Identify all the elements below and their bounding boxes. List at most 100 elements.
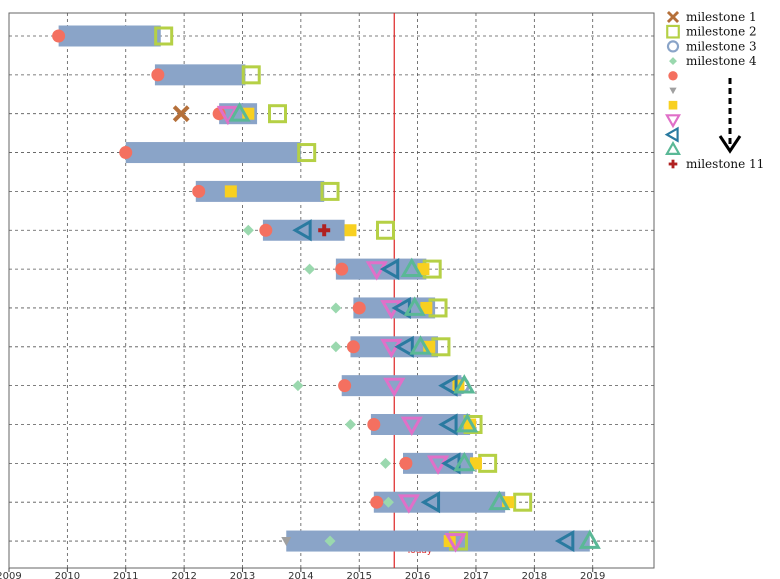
- milestone-marker-m9: [394, 335, 414, 358]
- timeline-bar: [58, 25, 161, 47]
- milestone-marker-m5: [352, 301, 366, 315]
- milestone-marker-m2: [513, 492, 533, 512]
- x-tick-label: 2015: [346, 571, 371, 579]
- milestone-marker-m8: [380, 338, 403, 359]
- legend-label-m11: milestone 11: [686, 157, 764, 171]
- x-tick-label: 2017: [463, 571, 488, 579]
- milestone-marker-m9: [420, 491, 441, 514]
- timeline-bar: [154, 64, 246, 86]
- milestone-marker-m11: [318, 224, 331, 237]
- milestone-marker-m10: [453, 451, 476, 472]
- timeline-bar: [262, 219, 345, 241]
- milestone-marker-m2: [154, 26, 174, 46]
- legend-swatch-m1-stroke: [666, 10, 680, 24]
- milestone-marker-m10: [409, 335, 432, 355]
- milestone-marker-m10: [578, 529, 601, 549]
- milestone-marker-m7: [417, 263, 430, 276]
- milestone-marker-m5: [52, 29, 66, 43]
- milestone-marker-m7: [344, 224, 357, 237]
- legend-swatch-m3: [666, 40, 680, 53]
- milestone-marker-m2: [241, 65, 261, 85]
- timeline-bar: [341, 375, 462, 397]
- milestone-marker-m5: [338, 379, 352, 393]
- legend-label-m2: milestone 2: [686, 25, 757, 39]
- milestone-marker-m9: [554, 529, 575, 553]
- milestone-marker-m10: [228, 102, 251, 122]
- milestone-marker-m4: [324, 535, 336, 547]
- milestone-marker-m4: [344, 419, 356, 430]
- legend-swatch-m6: [669, 87, 677, 95]
- milestone-marker-m10: [400, 257, 423, 277]
- milestone-marker-m8: [426, 455, 450, 475]
- legend-swatch-m8: [665, 114, 681, 129]
- milestone-marker-m8: [397, 494, 420, 514]
- milestone-marker-m8: [216, 105, 239, 126]
- milestone-marker-m10: [403, 296, 426, 316]
- x-tick-label: 2019: [580, 571, 605, 579]
- milestone-marker-m5: [370, 495, 384, 509]
- milestone-marker-m5: [151, 68, 165, 82]
- milestone-marker-m9: [438, 374, 458, 397]
- legend-swatch-m1: [666, 10, 680, 24]
- milestone-marker-m5: [399, 456, 413, 470]
- milestone-marker-m9: [379, 258, 400, 281]
- timeline-bar: [195, 180, 325, 202]
- timeline-bar: [370, 414, 471, 435]
- legend-label-m4: milestone 4: [686, 54, 757, 68]
- milestone-marker-m9: [292, 219, 312, 242]
- milestone-marker-m5: [259, 223, 273, 237]
- milestone-marker-m5: [192, 184, 206, 198]
- x-tick-label: 2018: [522, 571, 547, 579]
- milestone-marker-m10: [488, 490, 511, 511]
- milestone-marker-m2: [268, 104, 288, 124]
- milestone-marker-m4: [242, 224, 254, 236]
- timeline-bar: [125, 142, 301, 164]
- milestone-marker-m4: [330, 341, 342, 353]
- x-tick-label: 2012: [171, 571, 196, 579]
- milestone-marker-m4: [379, 457, 391, 469]
- legend-swatch-m7: [668, 100, 678, 110]
- milestone-marker-m10: [453, 374, 476, 394]
- milestone-marker-m2: [375, 220, 395, 240]
- milestone-marker-m9: [438, 413, 458, 436]
- milestone-marker-m5: [346, 340, 360, 354]
- milestone-marker-m4: [330, 302, 342, 314]
- legend-label-m3: milestone 3: [686, 39, 757, 53]
- x-tick-label: 2014: [288, 571, 313, 579]
- milestone-marker-m5: [367, 418, 381, 431]
- milestone-marker-m2: [297, 143, 317, 163]
- milestone-markers: [52, 26, 601, 553]
- legend-swatch-m4: [669, 57, 677, 66]
- timeline-bar: [286, 530, 590, 552]
- milestone-marker-m7: [469, 457, 482, 470]
- legend-swatch-m10: [665, 141, 681, 155]
- x-tick-label: 2016: [405, 571, 430, 579]
- milestone-marker-m1: [172, 105, 190, 123]
- milestone-marker-m1-stroke: [172, 105, 190, 123]
- milestone-marker-m4: [304, 263, 316, 275]
- milestone-marker-m5: [335, 262, 349, 276]
- legend-swatch-m11: [668, 159, 678, 169]
- milestone-marker-m8: [383, 377, 406, 398]
- x-tick-label: 2013: [230, 571, 255, 579]
- legend-swatch-m5: [668, 71, 678, 81]
- plot-area: [8, 12, 655, 569]
- milestone-marker-m8: [444, 533, 467, 553]
- x-tick-label: 2010: [55, 571, 80, 579]
- x-tick-label: 2011: [113, 571, 138, 579]
- legend-swatch-m2: [666, 24, 680, 39]
- milestone-marker-m7: [224, 185, 237, 198]
- milestone-marker-m2: [320, 181, 340, 201]
- legend-label-m1: milestone 1: [686, 10, 757, 24]
- milestone-marker-m10: [456, 412, 479, 433]
- milestone-marker-m4: [382, 496, 394, 508]
- legend-arrow-head-icon: [718, 135, 742, 154]
- milestone-marker-m6: [281, 537, 292, 547]
- milestone-marker-m7: [420, 301, 433, 314]
- milestone-marker-m4: [292, 380, 304, 392]
- x-tick-label: 2009: [0, 571, 22, 579]
- legend-swatch-m9: [664, 126, 679, 143]
- milestone-marker-m5: [119, 146, 133, 160]
